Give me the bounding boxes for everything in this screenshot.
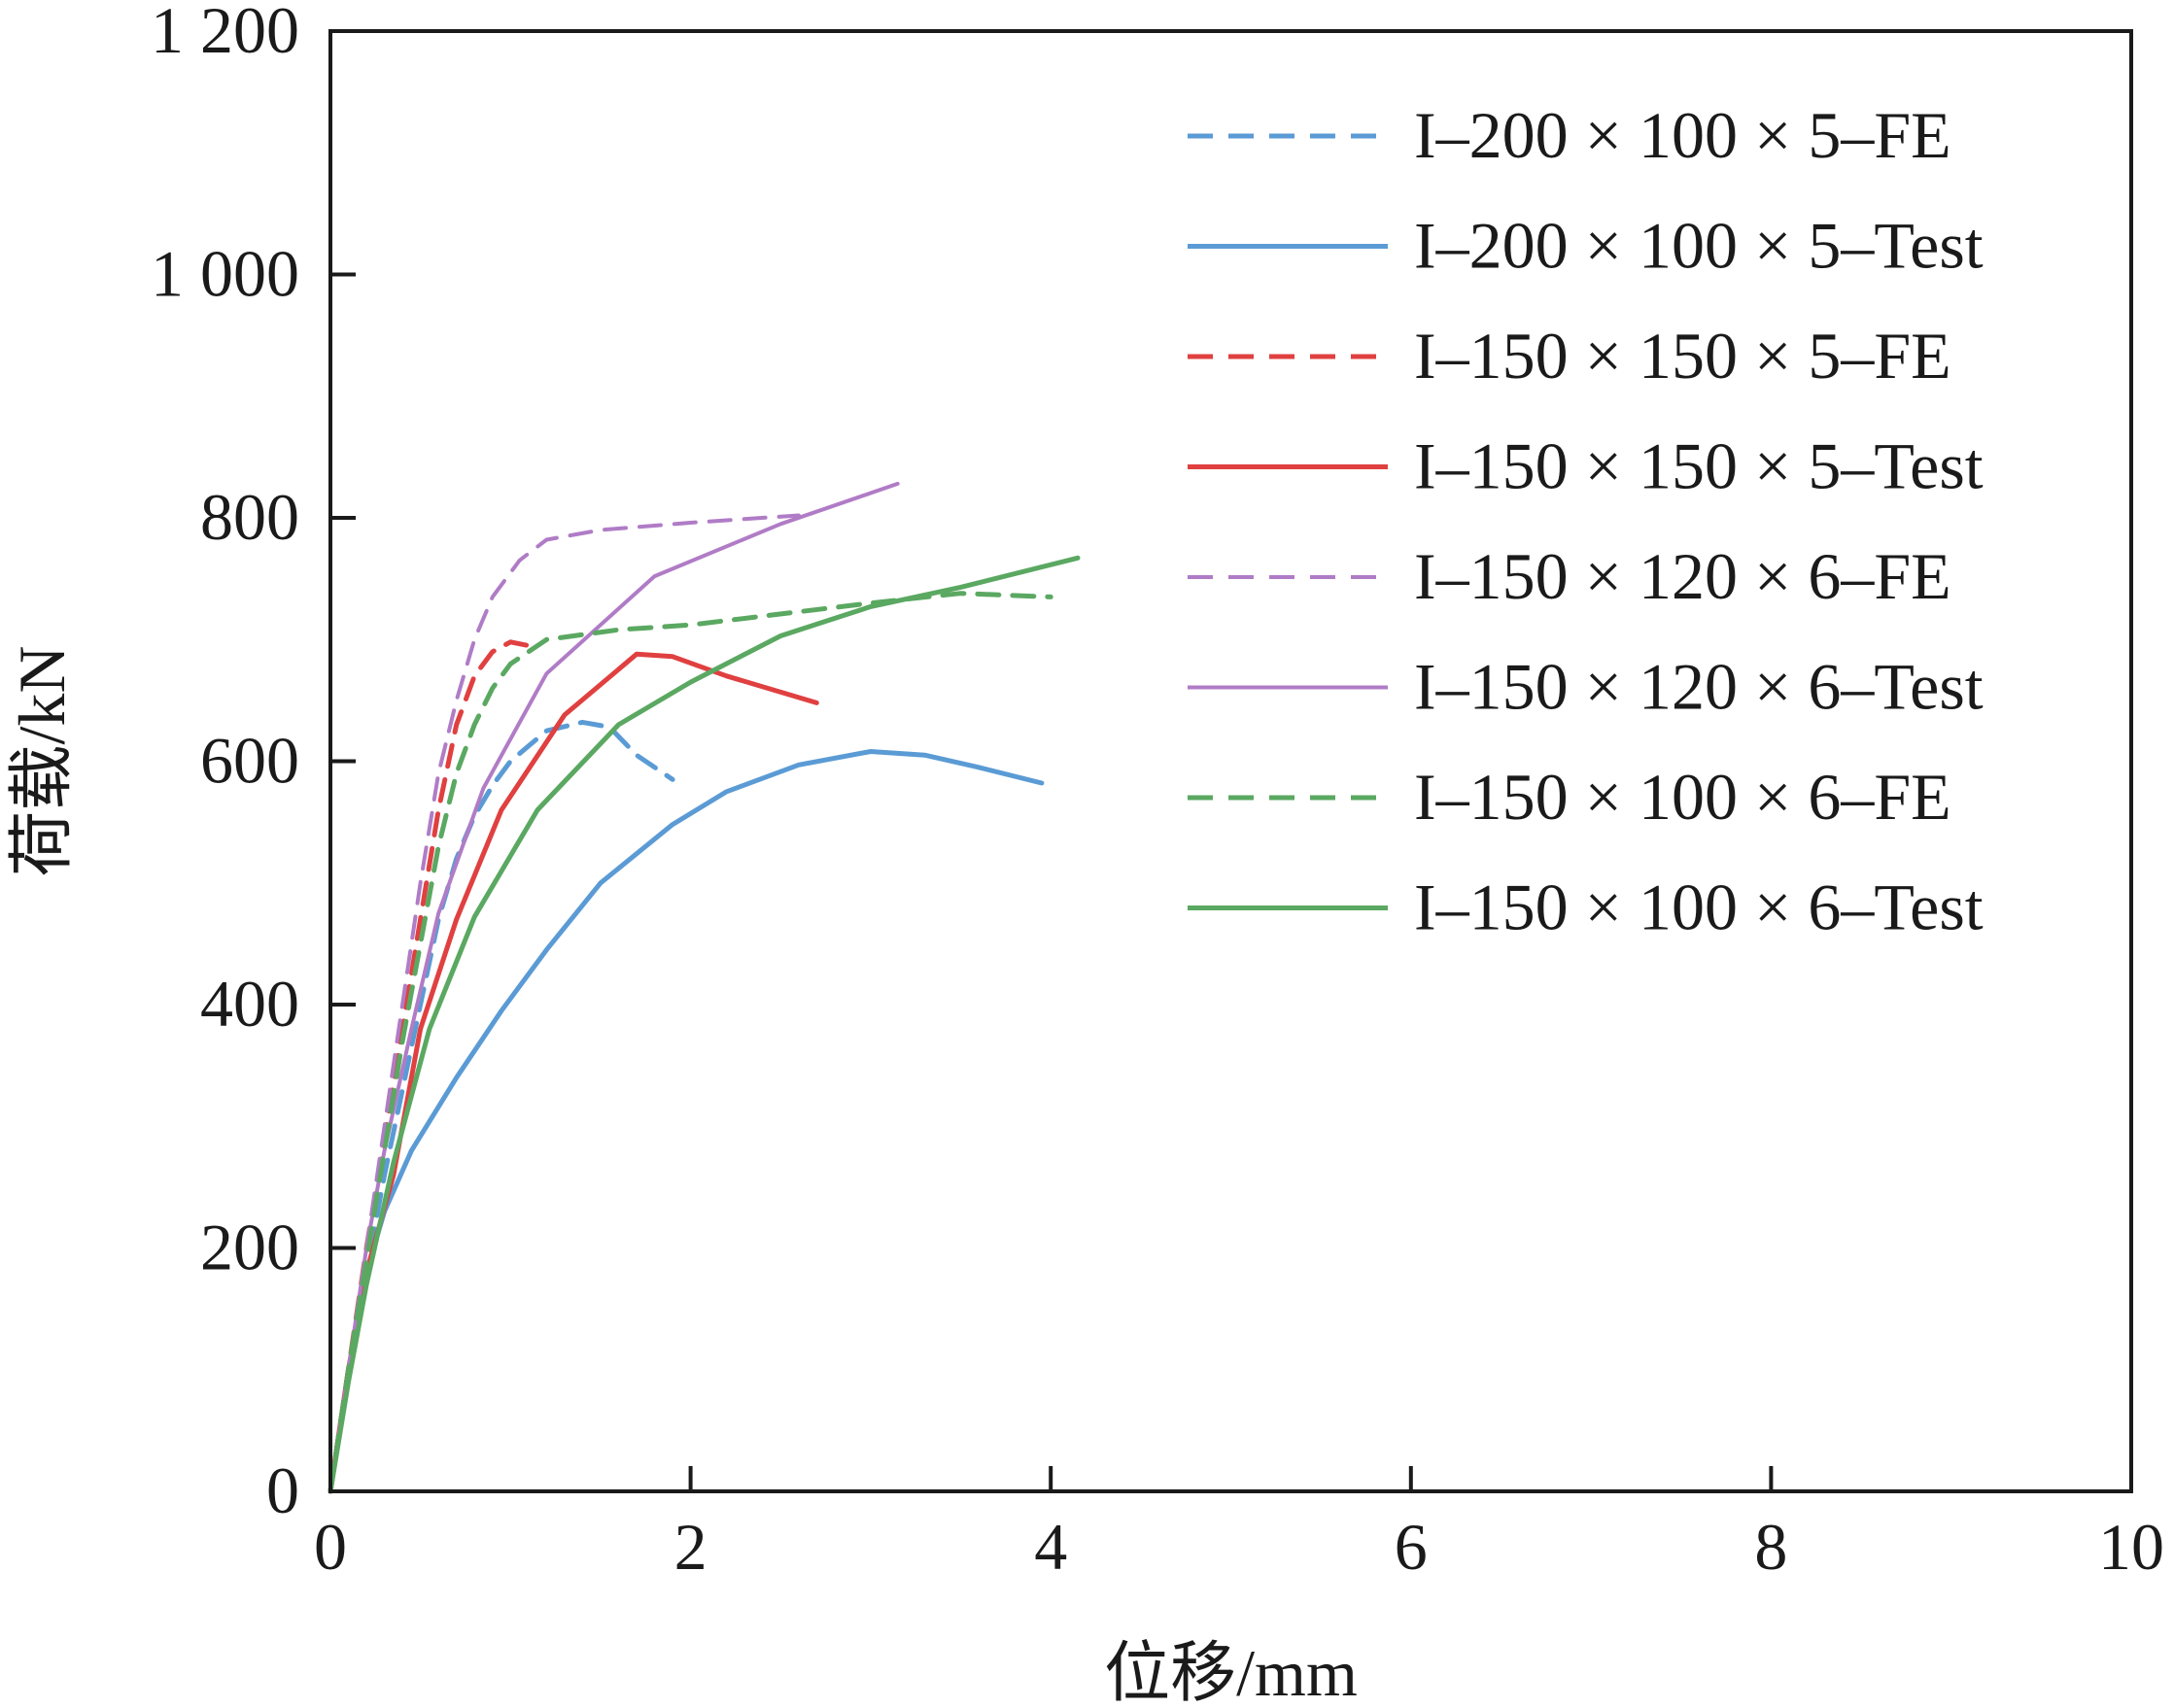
x-tick-label: 2 xyxy=(674,1510,707,1584)
legend-label: I–150 × 150 × 5–FE xyxy=(1414,319,1951,393)
y-tick-label: 600 xyxy=(200,724,299,798)
legend-label: I–150 × 100 × 6–Test xyxy=(1414,871,1984,944)
x-tick-label: 6 xyxy=(1395,1510,1428,1584)
series-layer xyxy=(328,481,1081,1494)
y-tick-label: 1 000 xyxy=(151,237,299,311)
x-axis-label: 位移/mm xyxy=(1104,1636,1358,1708)
legend-label: I–150 × 100 × 6–FE xyxy=(1414,760,1951,834)
series-line-6 xyxy=(328,481,900,1493)
series-line-7 xyxy=(328,591,1053,1494)
legend-label: I–200 × 100 × 5–FE xyxy=(1414,98,1951,172)
legend-label: I–200 × 100 × 5–Test xyxy=(1414,209,1984,283)
legend-label: I–150 × 120 × 6–Test xyxy=(1414,650,1984,724)
series-line-8 xyxy=(328,555,1081,1494)
y-tick-label: 400 xyxy=(200,967,299,1041)
y-tick-label: 0 xyxy=(266,1453,299,1527)
legend-label: I–150 × 150 × 5–Test xyxy=(1414,429,1984,503)
series-line-1 xyxy=(328,719,675,1494)
x-tick-label: 4 xyxy=(1034,1510,1067,1584)
legend: I–200 × 100 × 5–FE I–200 × 100 × 5–Test I–… xyxy=(1188,98,1984,944)
y-tick-label: 1 200 xyxy=(151,0,299,67)
y-tick-label: 800 xyxy=(200,480,299,554)
x-tick-label: 8 xyxy=(1754,1510,1787,1584)
legend-label: I–150 × 120 × 6–FE xyxy=(1414,539,1951,613)
x-axis: 0 2 4 6 8 10 xyxy=(314,1466,2164,1584)
x-tick-label: 10 xyxy=(2098,1510,2164,1584)
y-axis: 0 200 400 600 800 1 000 1 200 xyxy=(151,0,356,1527)
y-axis-label: 荷载/kN xyxy=(5,645,79,876)
x-tick-label: 0 xyxy=(314,1510,347,1584)
y-tick-label: 200 xyxy=(200,1211,299,1284)
